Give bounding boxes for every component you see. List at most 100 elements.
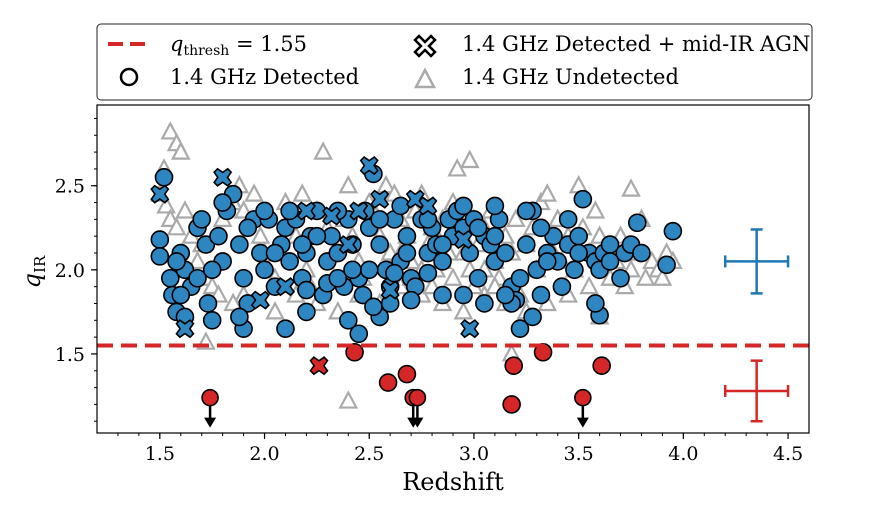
y-axis-label-main: q — [18, 273, 46, 288]
detected-point — [516, 235, 536, 254]
detected-point — [349, 324, 369, 344]
detected-point — [433, 252, 452, 271]
upper-limit-arrow-head — [411, 417, 424, 428]
detected-point — [209, 226, 228, 246]
detected-point — [359, 260, 379, 280]
undetected-point — [244, 183, 264, 202]
detected-point — [230, 235, 249, 254]
legend: qthresh = 1.55 1.4 GHz Detected 1.4 GHz … — [96, 23, 813, 101]
undetected-point — [187, 250, 208, 270]
detected-point — [433, 285, 452, 305]
detected-point — [171, 285, 191, 305]
detected-point — [297, 280, 316, 300]
detected-point — [573, 189, 593, 209]
detected-point — [558, 210, 578, 229]
detected-point — [202, 311, 222, 330]
undetected-point — [175, 200, 195, 219]
detected-point — [265, 243, 285, 263]
undetected-point — [250, 225, 271, 244]
undetected-point — [166, 216, 187, 236]
detected-point — [569, 226, 588, 246]
detected-point — [230, 307, 249, 327]
agn-point — [359, 156, 379, 176]
agn-point — [321, 206, 342, 226]
x-tick-label: 4.5 — [773, 443, 803, 465]
detected-point — [433, 235, 452, 254]
y-tick-label: 2.5 — [55, 176, 85, 198]
legend-undetected-label: 1.4 GHz Undetected — [462, 65, 679, 89]
undetected-point — [156, 195, 176, 214]
detected-point — [523, 307, 542, 327]
agn-point — [405, 189, 425, 209]
detected-point — [198, 294, 218, 313]
detected-point — [280, 252, 299, 271]
detected-point — [569, 243, 588, 263]
detected-point — [338, 311, 358, 330]
detected-point — [364, 297, 383, 317]
agn-point — [296, 201, 316, 221]
agn-point — [150, 184, 170, 204]
undetected-point — [579, 275, 599, 295]
legend-box — [96, 23, 813, 101]
legend-threshold-rest: = 1.55 — [229, 32, 307, 56]
detected-point — [485, 226, 505, 246]
detected-point — [353, 285, 373, 305]
x-tick-label: 2.0 — [249, 443, 279, 465]
detected-point — [213, 193, 232, 212]
undetected-point — [313, 141, 333, 160]
undetected-point — [292, 183, 313, 202]
detected-point — [510, 268, 530, 288]
detected-point — [238, 218, 258, 238]
detected-point — [496, 243, 515, 263]
x-tick-label: 3.5 — [564, 443, 594, 465]
legend-threshold-main: q — [170, 32, 183, 56]
upper-limit-point — [408, 388, 427, 407]
below-threshold-point — [378, 373, 398, 392]
detected-point — [401, 290, 421, 310]
upper-limit-series — [201, 388, 592, 428]
detected-point — [328, 268, 348, 288]
undetected-point — [621, 178, 641, 197]
undetected-point — [453, 301, 474, 320]
detected-point — [397, 226, 417, 246]
y-tick-label: 2.0 — [55, 260, 85, 282]
legend-threshold-sub: thresh — [183, 43, 229, 59]
undetected-point — [537, 183, 558, 202]
y-axis-label-sub: IR — [31, 255, 49, 273]
upper-limit-arrow-head — [204, 417, 217, 428]
y-tick-label: 1.5 — [55, 344, 85, 366]
detected-point — [385, 263, 404, 283]
below-threshold-point — [502, 395, 521, 414]
detected-point — [611, 268, 630, 288]
agn-point — [275, 277, 296, 297]
agn-point — [175, 319, 195, 339]
detected-point — [600, 252, 620, 271]
undetected-point — [652, 267, 673, 286]
detected-point — [418, 263, 438, 283]
undetected-point — [505, 208, 526, 227]
agn-point — [370, 189, 390, 209]
below-threshold-series — [345, 342, 611, 414]
legend-agn-swatch — [413, 34, 437, 58]
errorbar-group — [723, 228, 790, 423]
undetected-point — [443, 267, 463, 286]
detected-point — [485, 196, 505, 216]
detected-point — [370, 210, 390, 229]
x-tick-label: 1.5 — [145, 443, 175, 465]
agn-point — [338, 235, 358, 255]
detected-point — [370, 235, 390, 254]
detected-point — [391, 196, 410, 216]
agn-point — [250, 290, 270, 310]
agn-point — [418, 196, 438, 216]
detected-point — [234, 268, 253, 288]
detected-point — [552, 277, 572, 296]
detected-point — [627, 213, 647, 233]
upper-limit-point — [574, 388, 592, 407]
detected-point — [280, 201, 299, 221]
detected-point — [565, 260, 584, 280]
legend-threshold-label: qthresh = 1.55 — [170, 32, 307, 59]
upper-limit-point — [201, 388, 219, 407]
undetected-point — [459, 149, 480, 169]
y-axis-label: qIR — [18, 255, 49, 288]
undetected-point — [338, 390, 359, 409]
